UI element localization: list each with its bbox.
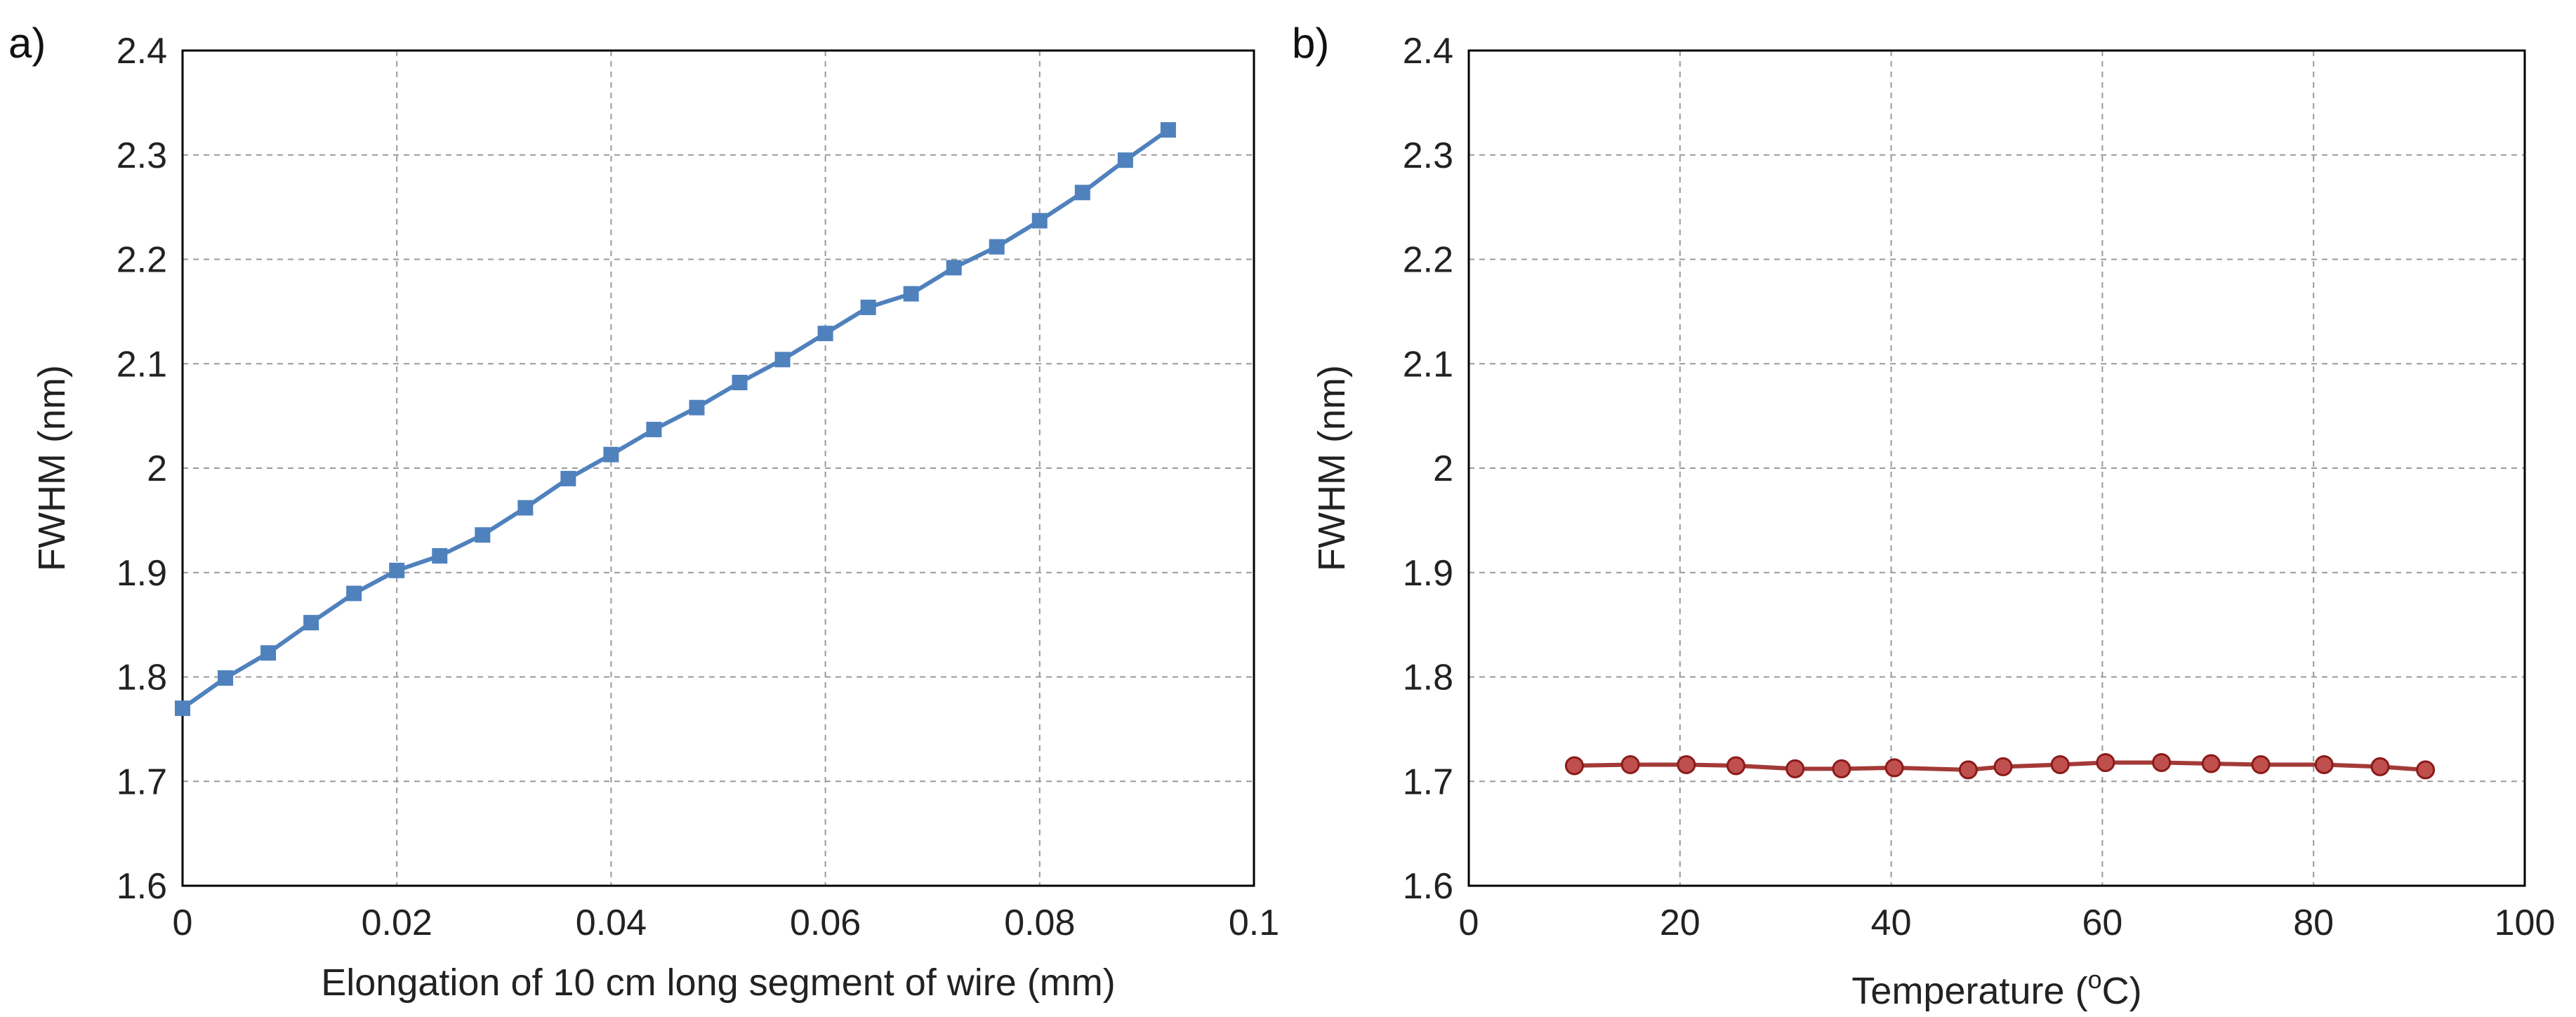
panel-b-data-point [2416,760,2436,780]
panel-a-data-point [1117,152,1133,168]
panel-b-x-tick-label: 40 [1871,903,1912,943]
panel-b-y-tick-label: 2.4 [1403,31,1453,72]
panel-a-data-point [774,352,791,368]
panel-a-data-point [946,260,962,276]
panel-a-y-tick-label: 2.4 [117,31,167,72]
panel-b-x-tick-label: 20 [1660,903,1700,943]
panel-a-data-point [817,326,833,342]
panel-a-y-tick-label: 1.8 [117,658,167,698]
panel-a-data-point [603,446,619,463]
panel-a-data-point [346,585,362,601]
panel-a-data-point [1160,122,1176,138]
panel-a-data-point [989,239,1005,255]
panel-b-data-point [1958,760,1978,780]
panel-a-x-tick-label: 0.06 [790,903,861,943]
panel-a-x-tick-label: 0.1 [1229,903,1279,943]
panel-a-y-tick-label: 1.6 [117,866,167,907]
panel-b-data-point [2152,752,2172,772]
panel-a-x-axis-title: Elongation of 10 cm long segment of wire… [321,962,1116,1004]
panel-b-y-tick-label: 1.9 [1403,553,1453,594]
panel-a-data-point [646,421,662,437]
panel-a-data-point [517,500,534,516]
panel-b-group: 1.6 1.7 1.8 1.9 2 2.1 2.2 2.3 2.4 0 20 40 60 80 100 FWH… [1292,20,2555,1012]
panel-a-data-point [1074,185,1090,201]
panel-b-x-tick-label: 80 [2293,903,2334,943]
panel-a-data-point [475,527,491,543]
panel-a-data-point [903,286,919,302]
panel-b-y-axis-title: FWHM (nm) [1311,365,1353,571]
panel-a-y-axis-title: FWHM (nm) [31,365,73,571]
panel-b-frame [1467,49,2526,887]
panel-a-group: 1.6 1.7 1.8 1.9 2 2.1 2.2 2.3 2.4 0 0.02 0.04 0.06 0.… [8,20,1279,1004]
panel-a-data-point [175,700,190,717]
panel-a-data-point [218,670,234,686]
panel-a-y-tick-label: 1.7 [117,762,167,802]
panel-b-data-point [1832,759,1851,778]
panel-b-x-tick-label: 60 [2082,903,2122,943]
panel-b-data-point [1564,756,1584,776]
panel-b-y-tick-label: 2.1 [1403,344,1453,385]
panel-a-y-tick-label: 2 [147,448,167,489]
panel-a-y-tick-label: 2.3 [117,135,167,176]
panel-b-data-point [2050,755,2070,774]
panel-a-data-point [303,615,319,631]
panel-a-data-point [260,645,277,661]
panel-b-y-tick-label: 1.6 [1403,866,1453,907]
panel-b-data-point [1726,756,1746,776]
panel-b-data-point [1993,757,2013,776]
panel-a-data-point [560,470,576,486]
panel-a-data-point [1031,213,1048,229]
panel-a-data-point [389,562,405,578]
panel-b-data-point [2251,755,2271,774]
panel-a-label: a) [8,20,46,67]
panel-b-data-point [1620,755,1640,774]
panel-a-data-point [860,299,876,315]
panel-a-x-tick-label: 0 [173,903,193,943]
panel-b-y-tick-label: 1.7 [1403,762,1453,802]
panel-b-x-tick-label: 100 [2495,903,2556,943]
panel-b-data-point [2096,752,2115,772]
panel-b-data-point [1677,755,1696,774]
panel-b-y-tick-label: 1.8 [1403,658,1453,698]
panel-b-label: b) [1292,20,1329,67]
panel-a-y-tick-label: 2.2 [117,240,167,281]
panel-b-data-point [2314,755,2334,774]
panel-b-data-point [2370,757,2390,776]
panel-a-data-point [689,399,705,416]
panel-b-y-tick-label: 2.2 [1403,240,1453,281]
panel-b-x-axis-title: Temperature (oC) [1851,965,2141,1012]
panel-b-data-point [1785,759,1805,778]
panel-a-x-tick-label: 0.02 [362,903,432,943]
panel-a-y-tick-label: 1.9 [117,553,167,594]
panel-b-data-point [2201,754,2221,773]
panel-b-y-tick-label: 2 [1433,448,1453,489]
panel-a-frame [181,49,1255,887]
panel-a-y-tick-label: 2.1 [117,344,167,385]
panel-a-data-point [432,547,448,564]
panel-b-x-tick-label: 0 [1459,903,1479,943]
panel-a-data-point [732,375,748,391]
panel-b-data-point [1884,758,1904,778]
panel-b-y-tick-label: 2.3 [1403,135,1453,176]
panel-a-x-tick-label: 0.08 [1004,903,1075,943]
panel-a-x-tick-label: 0.04 [576,903,647,943]
